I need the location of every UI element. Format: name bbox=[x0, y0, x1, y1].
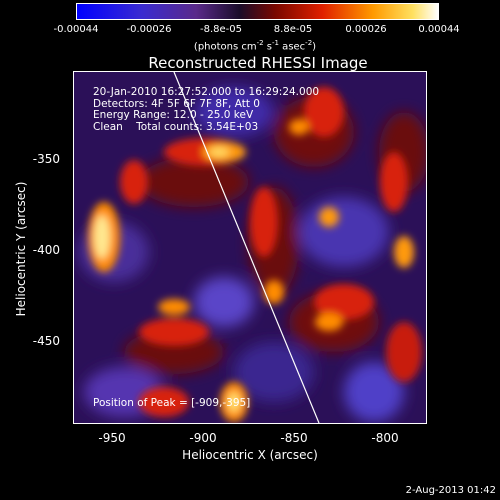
plot-title: Reconstructed RHESSI Image bbox=[148, 54, 368, 72]
colorbar-tick-label: -8.8e-05 bbox=[200, 24, 242, 35]
colorbar-tick-label: -0.00044 bbox=[53, 24, 99, 35]
energy-range: Energy Range: 12.0 - 25.0 keV bbox=[93, 109, 254, 121]
x-tick-label: -900 bbox=[189, 431, 217, 445]
y-tick-label: -450 bbox=[32, 334, 60, 348]
rhessi-image bbox=[73, 71, 427, 424]
x-tick-label: -850 bbox=[280, 431, 308, 445]
peak-position: Position of Peak = [-909,-395] bbox=[93, 397, 251, 409]
y-tick-label: -400 bbox=[32, 243, 60, 257]
colorbar-units: (photons cm-2 s-1 asec-2) bbox=[193, 39, 317, 53]
footer-date: 2-Aug-2013 01:42 bbox=[405, 485, 496, 496]
y-tick-label: -350 bbox=[32, 152, 60, 166]
observation-info: 20-Jan-2010 16:27:52.000 to 16:29:24.000… bbox=[93, 86, 320, 133]
y-axis-label: Heliocentric Y (arcsec) bbox=[14, 181, 28, 317]
x-axis-label: Heliocentric X (arcsec) bbox=[182, 448, 318, 462]
clean-counts: Clean Total counts: 3.54E+03 bbox=[93, 120, 259, 133]
x-tick-label: -950 bbox=[98, 431, 126, 445]
colorbar-tick-label: -0.00026 bbox=[126, 24, 172, 35]
colorbar-tick-label: 8.8e-05 bbox=[273, 24, 313, 35]
x-tick-label: -800 bbox=[371, 431, 399, 445]
colorbar-tick-label: 0.00044 bbox=[418, 24, 460, 35]
time-range: 20-Jan-2010 16:27:52.000 to 16:29:24.000 bbox=[93, 86, 320, 98]
colorbar-tick-label: 0.00026 bbox=[345, 24, 387, 35]
colorbar bbox=[76, 3, 439, 20]
detectors: Detectors: 4F 5F 6F 7F 8F, Att 0 bbox=[93, 97, 260, 110]
